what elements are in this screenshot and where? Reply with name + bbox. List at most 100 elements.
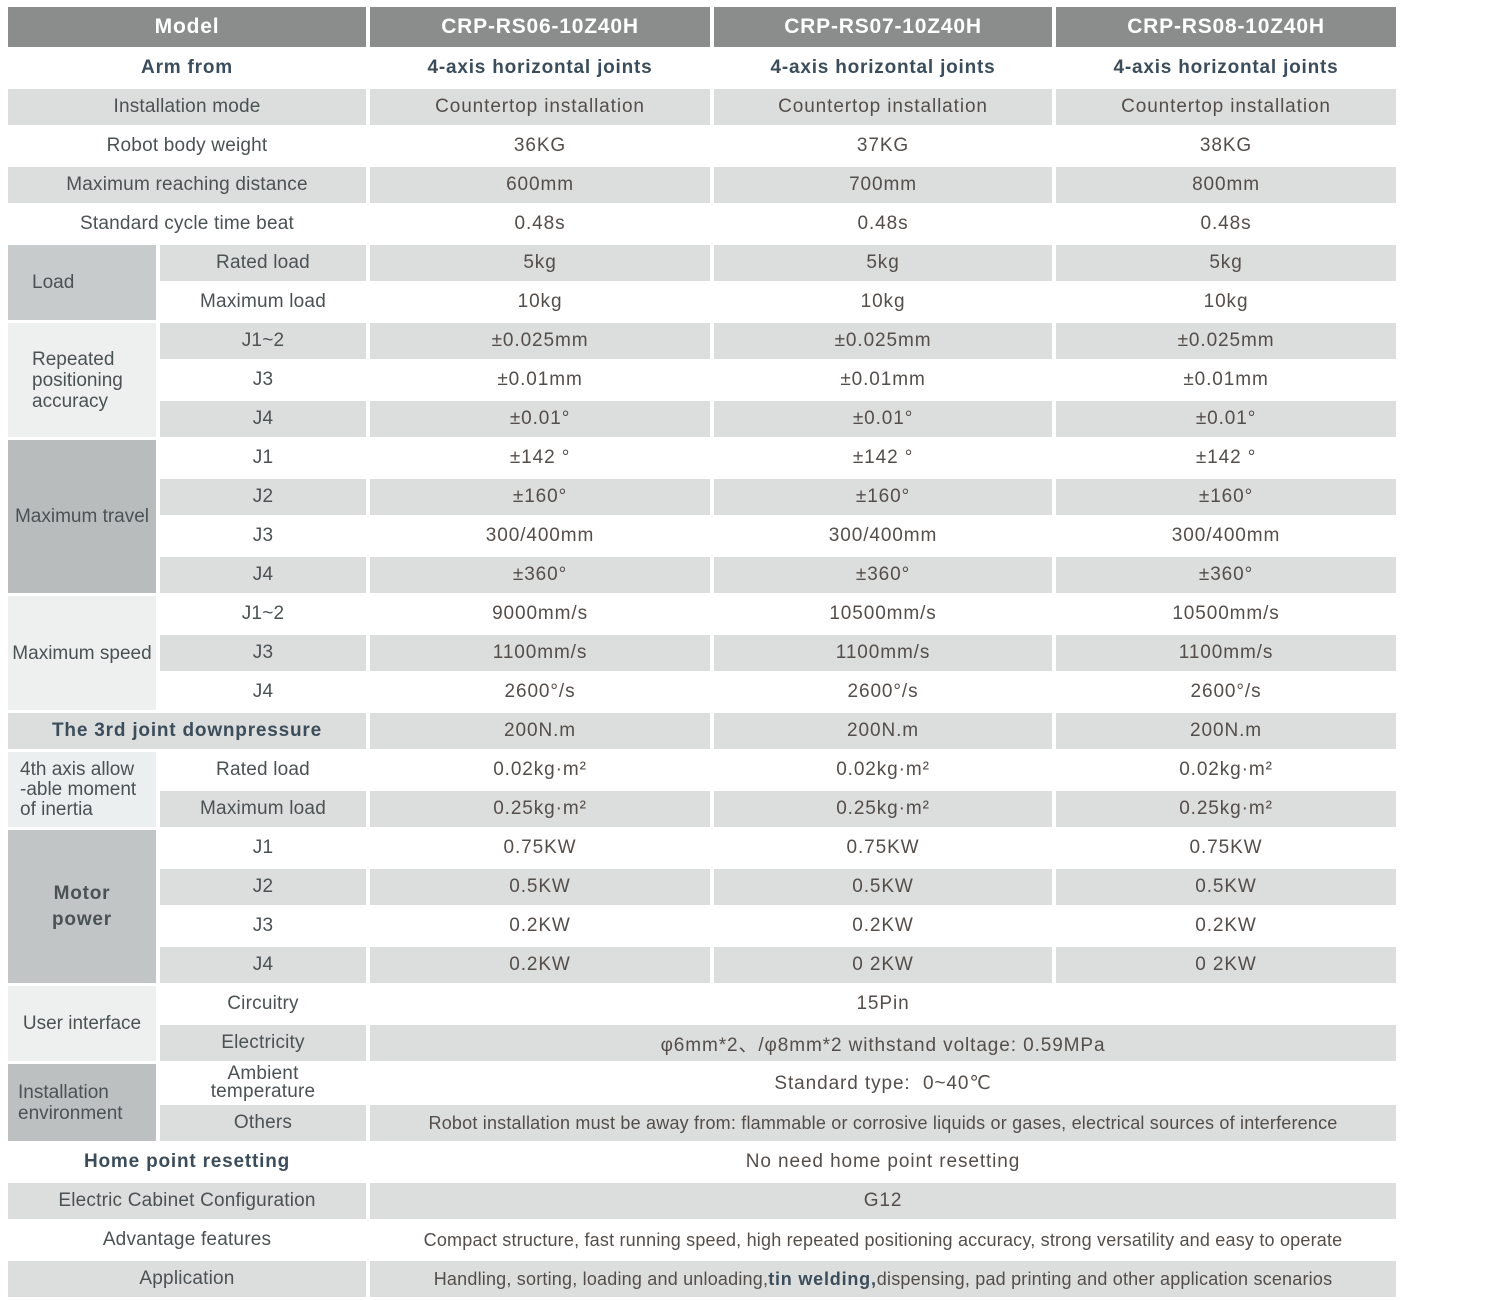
value-cell: 38KG xyxy=(1056,128,1397,164)
value-cell: 9000mm/s xyxy=(370,596,711,632)
sub-label: J3 xyxy=(160,635,367,671)
group-label-line: Motor xyxy=(53,882,111,904)
value-cell: 800mm xyxy=(1056,167,1397,203)
value-cell: ±360° xyxy=(370,557,711,593)
sub-label: J3 xyxy=(160,518,367,554)
sub-label: J3 xyxy=(160,908,367,944)
value-cell: 1100mm/s xyxy=(370,635,711,671)
row-label: Installation mode xyxy=(8,89,367,125)
value-cell: ±0.01mm xyxy=(370,362,711,398)
row-label: Arm from xyxy=(8,50,367,86)
group-label-repeated-positioning-accuracy: Repeated positioning accuracy xyxy=(8,323,156,437)
sub-label: J3 xyxy=(160,362,367,398)
sub-label: J2 xyxy=(160,869,367,905)
value-cell: 0.5KW xyxy=(714,869,1053,905)
row-ambient-temperature: Installation environment Ambient tempera… xyxy=(8,1064,1397,1141)
value-cell: 10500mm/s xyxy=(714,596,1053,632)
group-label-motor-power: Motor power xyxy=(8,830,156,983)
row-others: Others Robot installation must be away f… xyxy=(8,1105,1397,1141)
robot-spec-table: Model CRP-RS06-10Z40H CRP-RS07-10Z40H CR… xyxy=(4,4,1400,1300)
group-label-load: Load xyxy=(8,245,156,320)
value-cell: 10kg xyxy=(1056,284,1397,320)
value-cell: 10kg xyxy=(714,284,1053,320)
value-cell-span: Robot installation must be away from: fl… xyxy=(370,1105,1397,1141)
application-text: dispensing, pad printing and other appli… xyxy=(876,1268,1333,1289)
row-arm-from: Arm from 4-axis horizontal joints 4-axis… xyxy=(8,50,1397,86)
row-motor-j1: Motor power J1 0.75KW 0.75KW 0.75KW xyxy=(8,830,1397,983)
value-cell: 0.02kg·m² xyxy=(1056,752,1397,788)
sub-label: Rated load xyxy=(160,752,367,788)
application-text: Handling, sorting, loading and unloading… xyxy=(433,1268,769,1289)
sub-label: J2 xyxy=(160,479,367,515)
sub-label: J4 xyxy=(160,401,367,437)
group-label-fourth-axis-inertia: 4th axis allow -able moment of inertia xyxy=(8,752,156,827)
value-cell: 0.2KW xyxy=(370,908,711,944)
value-cell: 200N.m xyxy=(714,713,1053,749)
row-electric-cabinet-configuration: Electric Cabinet Configuration G12 xyxy=(8,1183,1397,1219)
sub-label: J1~2 xyxy=(160,596,367,632)
row-third-joint-downpressure: The 3rd joint downpressure 200N.m 200N.m… xyxy=(8,713,1397,749)
value-cell: 0 2KW xyxy=(1056,947,1397,983)
value-cell: ±0.01° xyxy=(370,401,711,437)
value-cell: ±360° xyxy=(714,557,1053,593)
value-cell: 200N.m xyxy=(1056,713,1397,749)
value-cell: 36KG xyxy=(370,128,711,164)
value-cell: 700mm xyxy=(714,167,1053,203)
value-cell: 0.75KW xyxy=(714,830,1053,866)
row-maximum-reaching-distance: Maximum reaching distance 600mm 700mm 80… xyxy=(8,167,1397,203)
value-cell: 37KG xyxy=(714,128,1053,164)
row-label: Home point resetting xyxy=(8,1144,367,1180)
row-rpa-j3: J3 ±0.01mm ±0.01mm ±0.01mm xyxy=(8,362,1397,398)
sub-label-line: temperature xyxy=(210,1081,316,1102)
row-load-maximum: Maximum load 10kg 10kg 10kg xyxy=(8,284,1397,320)
group-label-maximum-travel: Maximum travel xyxy=(8,440,156,593)
row-home-point-resetting: Home point resetting No need home point … xyxy=(8,1144,1397,1180)
group-label-line: 4th axis allow xyxy=(20,758,135,780)
value-cell: ±0.025mm xyxy=(1056,323,1397,359)
row-robot-body-weight: Robot body weight 36KG 37KG 38KG xyxy=(8,128,1397,164)
model-name-cell: CRP-RS06-10Z40H xyxy=(370,7,711,47)
row-advantage-features: Advantage features Compact structure, fa… xyxy=(8,1222,1397,1258)
value-cell: 0.48s xyxy=(370,206,711,242)
model-name-cell: CRP-RS07-10Z40H xyxy=(714,7,1053,47)
row-label: Electric Cabinet Configuration xyxy=(8,1183,367,1219)
value-cell: 300/400mm xyxy=(1056,518,1397,554)
sub-label: J4 xyxy=(160,674,367,710)
value-cell: 0 2KW xyxy=(714,947,1053,983)
value-cell: 0.2KW xyxy=(1056,908,1397,944)
row-label: Maximum reaching distance xyxy=(8,167,367,203)
value-cell-span: Standard type: 0~40℃ xyxy=(370,1064,1397,1102)
value-cell: ±142 ° xyxy=(1056,440,1397,476)
value-cell: 0.5KW xyxy=(1056,869,1397,905)
value-cell: 0.2KW xyxy=(714,908,1053,944)
value-cell: 2600°/s xyxy=(1056,674,1397,710)
row-travel-j2: J2 ±160° ±160° ±160° xyxy=(8,479,1397,515)
value-cell: ±0.01° xyxy=(1056,401,1397,437)
model-header-cell: Model xyxy=(8,7,367,47)
value-cell: ±0.01mm xyxy=(714,362,1053,398)
value-cell: 5kg xyxy=(714,245,1053,281)
value-cell: 0.2KW xyxy=(370,947,711,983)
sub-label: J1~2 xyxy=(160,323,367,359)
group-label-line: power xyxy=(52,908,112,930)
value-cell-span: No need home point resetting xyxy=(370,1144,1397,1180)
value-cell: Countertop installation xyxy=(370,89,711,125)
header-row: Model CRP-RS06-10Z40H CRP-RS07-10Z40H CR… xyxy=(8,7,1397,47)
value-cell: 200N.m xyxy=(370,713,711,749)
application-text-bold: tin welding, xyxy=(768,1268,877,1289)
value-cell: Countertop installation xyxy=(714,89,1053,125)
row-motor-j4: J4 0.2KW 0 2KW 0 2KW xyxy=(8,947,1397,983)
value-cell: ±360° xyxy=(1056,557,1397,593)
value-cell: 0.02kg·m² xyxy=(370,752,711,788)
row-travel-j3: J3 300/400mm 300/400mm 300/400mm xyxy=(8,518,1397,554)
row-inertia-maximum: Maximum load 0.25kg·m² 0.25kg·m² 0.25kg·… xyxy=(8,791,1397,827)
sub-label: Maximum load xyxy=(160,284,367,320)
value-cell: 0.25kg·m² xyxy=(1056,791,1397,827)
value-cell: 0.75KW xyxy=(1056,830,1397,866)
value-cell: 0.02kg·m² xyxy=(714,752,1053,788)
value-cell: 1100mm/s xyxy=(714,635,1053,671)
value-cell: 0.25kg·m² xyxy=(370,791,711,827)
value-cell: ±160° xyxy=(714,479,1053,515)
value-cell: Countertop installation xyxy=(1056,89,1397,125)
value-cell-span: 15Pin xyxy=(370,986,1397,1022)
